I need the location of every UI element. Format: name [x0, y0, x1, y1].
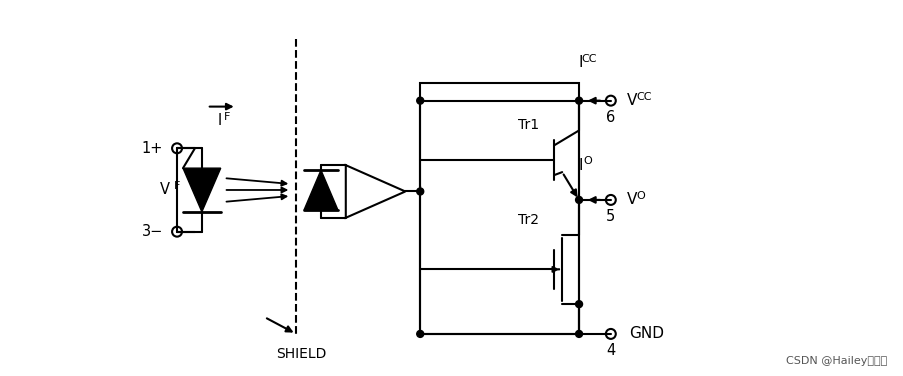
Text: V: V — [626, 93, 637, 108]
Text: CC: CC — [636, 92, 651, 102]
Circle shape — [575, 331, 582, 337]
Text: SHIELD: SHIELD — [275, 347, 326, 361]
Text: CSDN @Hailey深力科: CSDN @Hailey深力科 — [785, 356, 886, 366]
Text: 5: 5 — [606, 209, 615, 224]
Text: V: V — [626, 193, 637, 208]
Text: I: I — [578, 55, 582, 70]
Circle shape — [575, 97, 582, 104]
Text: 6: 6 — [606, 110, 615, 125]
Circle shape — [416, 188, 424, 195]
Circle shape — [416, 97, 424, 104]
Text: 1+: 1+ — [142, 141, 163, 156]
Text: O: O — [583, 156, 591, 166]
Text: V: V — [160, 182, 170, 197]
Text: 3−: 3− — [142, 224, 163, 239]
Text: Tr2: Tr2 — [517, 213, 539, 227]
Text: CC: CC — [581, 54, 596, 64]
Text: F: F — [223, 112, 229, 121]
Polygon shape — [346, 165, 405, 218]
Circle shape — [416, 331, 424, 337]
Polygon shape — [182, 168, 220, 212]
Circle shape — [575, 301, 582, 308]
Text: O: O — [636, 191, 645, 201]
Bar — [420, 83, 579, 334]
Text: F: F — [173, 181, 180, 191]
Text: I: I — [578, 158, 582, 173]
Text: Tr1: Tr1 — [517, 118, 539, 132]
Text: I: I — [218, 113, 221, 128]
Polygon shape — [303, 170, 338, 210]
Text: 4: 4 — [606, 343, 615, 358]
Text: GND: GND — [628, 326, 663, 341]
Circle shape — [575, 196, 582, 203]
